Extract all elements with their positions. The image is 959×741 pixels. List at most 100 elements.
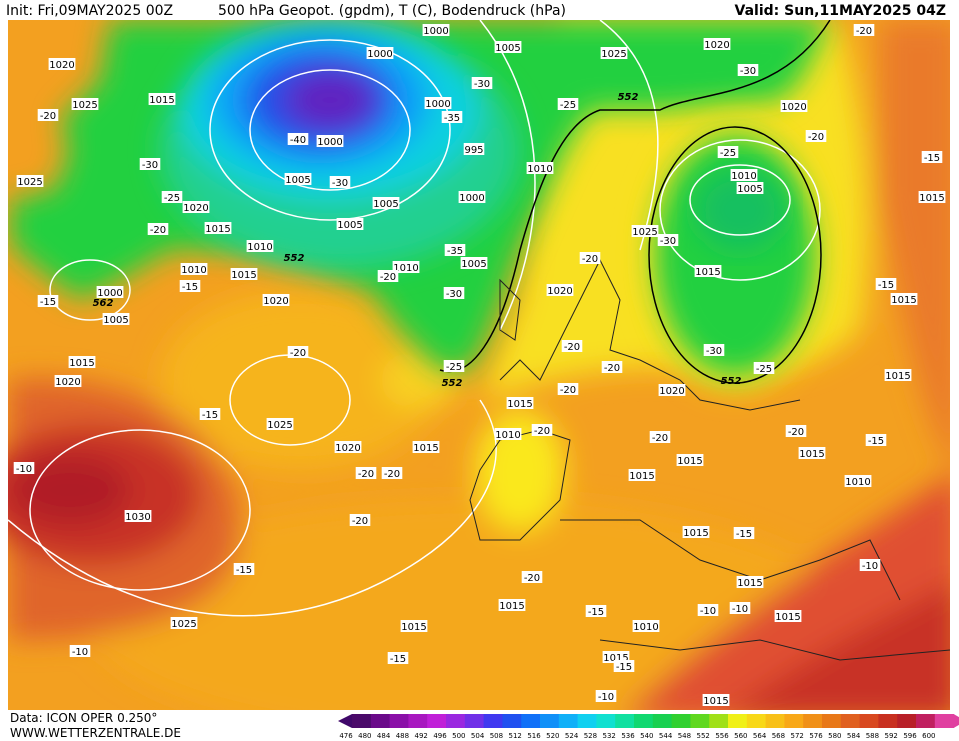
label-box (287, 346, 309, 358)
label-box (546, 284, 574, 296)
colorbar-label: 560 (734, 732, 747, 740)
label-box (148, 93, 176, 105)
colorbar-swatch (934, 714, 955, 728)
contour-label: 1025 (17, 177, 42, 188)
label-box (377, 270, 399, 282)
label-box (284, 173, 312, 185)
contour-label: -15 (924, 153, 940, 164)
contour-label: 1020 (781, 102, 806, 113)
colorbar-swatch (728, 714, 748, 728)
contour-label: 1020 (659, 386, 684, 397)
contour-label: -20 (652, 433, 668, 444)
label-box (441, 111, 463, 123)
label-box (631, 225, 659, 237)
data-source: Data: ICON OPER 0.250° (10, 711, 157, 725)
label-box (884, 369, 912, 381)
contour-label: 1030 (125, 512, 150, 523)
colorbar-label: 476 (339, 732, 353, 740)
contour-label: -25 (446, 362, 462, 373)
contour-labels: 1000 1005 1025 1020 -20 1020 1015 1025 -20 1000 10… (13, 24, 946, 707)
colorbar-swatch (784, 714, 804, 728)
contour-label: -30 (660, 236, 676, 247)
contour-label: 1015 (499, 601, 524, 612)
label-box (355, 467, 377, 479)
contour-label: -15 (868, 436, 884, 447)
contour-label: 1010 (495, 430, 520, 441)
contour-label: -15 (390, 654, 406, 665)
contour-label: 1020 (55, 377, 80, 388)
contour-label: 1020 (335, 443, 360, 454)
label-box (736, 576, 764, 588)
contour-label: 1015 (603, 653, 628, 664)
label-box (521, 571, 543, 583)
contour-label: -20 (290, 348, 306, 359)
colorbar-label: 516 (527, 732, 541, 740)
colorbar-swatch (897, 714, 917, 728)
label-box (498, 599, 526, 611)
contour-label: -30 (446, 289, 462, 300)
contour-label: -15 (616, 662, 632, 673)
contour-label: -30 (740, 66, 756, 77)
label-box (463, 143, 485, 155)
contour-label: -10 (862, 561, 878, 572)
colorbar-swatch (840, 714, 861, 728)
contour-label: 1000 (459, 193, 484, 204)
contour-label: -35 (444, 113, 460, 124)
label-box (180, 263, 208, 275)
contour-label: -20 (582, 254, 598, 265)
colorbar-swatch (427, 714, 447, 728)
label-box (287, 133, 309, 145)
label-box (233, 563, 255, 575)
label-box (890, 293, 918, 305)
label-box (717, 146, 739, 158)
colorbar-swatch (389, 714, 409, 728)
colorbar-swatch (558, 714, 579, 728)
contour-label: -15 (40, 297, 56, 308)
isobars (8, 20, 821, 617)
label-box (632, 620, 660, 632)
colorbar-swatch (765, 714, 785, 728)
label-box (102, 313, 130, 325)
map-title: 500 hPa Geopot. (gpdm), T (C), Bodendruc… (218, 3, 566, 19)
label-box (392, 261, 420, 273)
label-box (204, 222, 232, 234)
colorbar-swatch (446, 714, 466, 728)
label-box (124, 510, 152, 522)
label-box (918, 191, 946, 203)
contour-label: -35 (447, 246, 463, 257)
label-box (69, 645, 91, 657)
contour-label: 1005 (337, 220, 362, 231)
contour-label: 1015 (695, 267, 720, 278)
label-box (805, 130, 827, 142)
contour-label: 1020 (263, 296, 288, 307)
contour-label: -15 (736, 529, 752, 540)
contour-label: 1000 (425, 99, 450, 110)
label-box (443, 360, 465, 372)
label-box (387, 652, 409, 664)
contour-label: 1015 (703, 696, 728, 707)
colorbar-label: 592 (885, 732, 898, 740)
colorbar-swatch (652, 714, 673, 728)
colorbar-label: 548 (678, 732, 691, 740)
label-box (334, 441, 362, 453)
label-box (336, 218, 364, 230)
contour-label: 1025 (601, 49, 626, 60)
contour-label: -30 (142, 160, 158, 171)
colorbar-swatch (690, 714, 710, 728)
label-box (412, 441, 440, 453)
contour-label: 1015 (677, 456, 702, 467)
label-box (676, 454, 704, 466)
contour-label: 1015 (919, 193, 944, 204)
colorbar-label: 584 (847, 732, 861, 740)
label-box (400, 620, 428, 632)
contour-label: 1010 (731, 171, 756, 182)
contour-label: -15 (588, 607, 604, 618)
contour-label: -10 (72, 647, 88, 658)
contour-label: -20 (358, 469, 374, 480)
contour-label: -20 (40, 111, 56, 122)
contour-label: 1025 (267, 420, 292, 431)
colorbar-label: 512 (509, 732, 522, 740)
label-box (703, 38, 731, 50)
label-box (844, 475, 872, 487)
